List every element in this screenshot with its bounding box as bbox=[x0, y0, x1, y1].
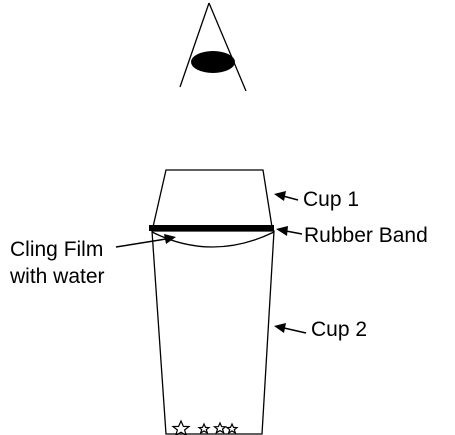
arrow-cling-film bbox=[115, 234, 176, 248]
label-cling-film-line2: with water bbox=[9, 265, 105, 288]
eye-icon bbox=[179, 2, 247, 92]
arrow-cup-1 bbox=[274, 191, 299, 201]
label-cup-2: Cup 2 bbox=[311, 318, 367, 341]
rubber-band bbox=[149, 225, 274, 231]
label-rubber-band: Rubber Band bbox=[304, 224, 428, 247]
star-icon bbox=[171, 419, 239, 435]
arrow-cup-2 bbox=[274, 323, 307, 334]
arrow-rubber-band bbox=[276, 226, 303, 236]
label-cling-film: Cling Film with water bbox=[9, 238, 109, 288]
cup-2 bbox=[151, 230, 275, 435]
cup-1 bbox=[152, 169, 273, 228]
label-cup-1: Cup 1 bbox=[303, 188, 359, 211]
label-cling-film-line1: Cling Film bbox=[10, 238, 103, 261]
